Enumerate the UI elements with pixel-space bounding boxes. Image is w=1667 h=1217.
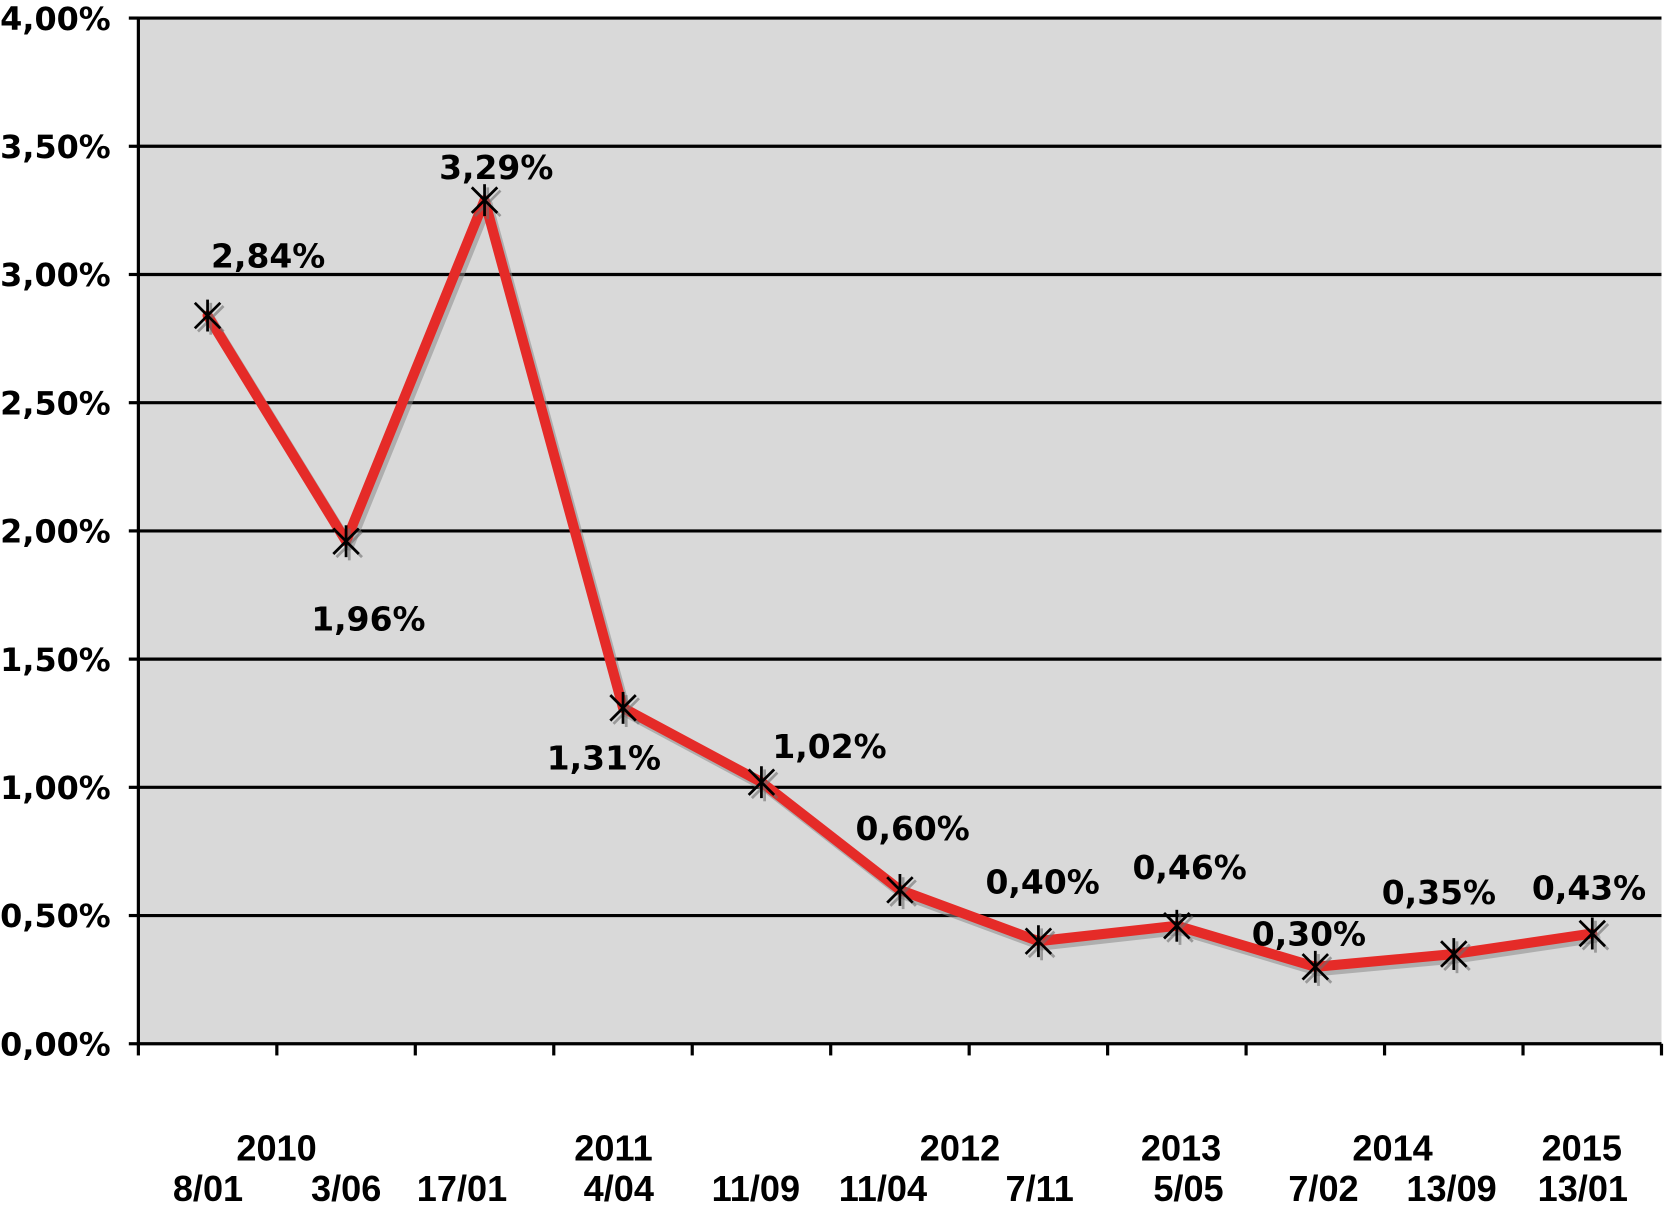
data-point-marker [886, 874, 914, 906]
gridlines [138, 16, 1662, 918]
y-tick-label: 2,50% [0, 384, 111, 422]
x-tick-label: 17/01 [417, 1168, 507, 1209]
data-label: 0,40% [986, 862, 1100, 901]
data-labels: 2,84% 1,96% 3,29% 1,31% 1,02% 0,60% 0,40% 0,46%… [211, 148, 1646, 954]
x-tick-label: 11/09 [712, 1168, 800, 1209]
x-year-label: 2013 [1141, 1128, 1221, 1169]
y-tick-label: 1,00% [0, 769, 111, 807]
x-tick-label: 3/06 [311, 1168, 381, 1209]
y-tick-label: 0,00% [0, 1025, 111, 1063]
data-point-marker [1301, 950, 1330, 983]
x-axis-tick-labels: 8/01 3/06 17/01 4/04 11/09 11/04 7/11 5/05 7/02 1… [173, 1128, 1628, 1209]
x-tick-label: 13/01 [1538, 1168, 1628, 1209]
x-tick-label: 13/09 [1406, 1168, 1496, 1209]
x-year-label: 2010 [236, 1128, 316, 1169]
data-point-marker [1024, 925, 1053, 958]
x-tick-label: 11/04 [839, 1168, 927, 1209]
x-tick-label: 5/05 [1153, 1168, 1223, 1209]
data-label: 0,46% [1132, 848, 1246, 887]
data-label: 1,31% [547, 738, 661, 777]
data-point-marker [1163, 909, 1191, 942]
x-year-label: 2015 [1542, 1128, 1622, 1169]
x-year-label: 2012 [920, 1128, 1000, 1169]
data-point-marker [747, 766, 776, 799]
data-label: 0,60% [856, 809, 970, 848]
x-tick-label: 4/04 [584, 1168, 654, 1209]
data-point-marker [609, 691, 637, 724]
x-year-label: 2014 [1352, 1128, 1432, 1169]
y-tick-label: 4,00% [0, 0, 111, 38]
data-label: 0,43% [1532, 868, 1646, 907]
data-point-marker [332, 525, 360, 558]
data-label: 3,29% [439, 148, 553, 187]
y-tick-label: 0,50% [0, 897, 111, 935]
data-label: 2,84% [211, 237, 325, 276]
x-year-label: 2011 [574, 1128, 652, 1169]
x-tick-label: 7/02 [1288, 1168, 1358, 1209]
y-tick-label: 3,00% [0, 256, 111, 294]
data-point-marker [193, 299, 222, 332]
y-tick-label: 1,50% [0, 641, 111, 679]
x-tick-label: 8/01 [173, 1168, 243, 1209]
data-label: 0,30% [1252, 915, 1366, 954]
data-point-marker [1578, 917, 1607, 950]
series [193, 184, 1610, 986]
data-label: 1,96% [311, 599, 425, 638]
y-tick-label: 2,00% [0, 513, 111, 551]
data-label: 0,35% [1382, 873, 1496, 912]
y-axis-tick-labels: 0,00% 0,50% 1,00% 1,50% 2,00% 2,50% 3,00% 3,50%… [0, 0, 111, 1063]
axes [128, 16, 1664, 1056]
y-tick-label: 3,50% [0, 128, 111, 166]
data-point-marker [470, 184, 499, 217]
data-label: 1,02% [772, 727, 886, 766]
x-tick-label: 7/11 [1006, 1168, 1074, 1209]
data-point-marker [1440, 938, 1468, 970]
